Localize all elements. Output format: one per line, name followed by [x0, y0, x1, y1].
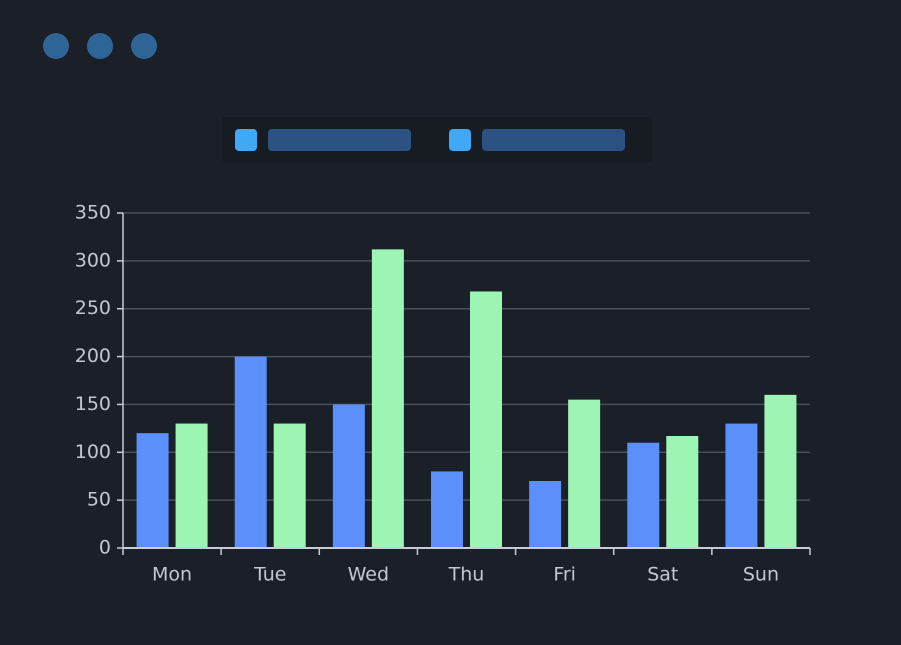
y-tick-label: 200 — [75, 345, 111, 367]
y-tick-label: 300 — [75, 249, 111, 271]
bar — [332, 404, 365, 548]
legend-placeholder — [482, 129, 625, 151]
y-tick-label: 100 — [75, 441, 111, 463]
bar — [666, 436, 699, 548]
bar — [764, 394, 797, 548]
x-tick-label: Sun — [743, 564, 779, 586]
bar — [273, 423, 306, 548]
bar — [725, 423, 758, 548]
legend-swatch — [449, 129, 471, 151]
window-dot — [87, 33, 113, 59]
y-tick-label: 50 — [87, 489, 111, 511]
legend-swatch — [235, 129, 257, 151]
bar — [529, 481, 562, 548]
x-tick-label: Thu — [448, 564, 485, 586]
bar — [470, 291, 502, 548]
x-tick-label: Tue — [253, 564, 286, 586]
bar — [431, 471, 463, 548]
window-dot — [131, 33, 157, 59]
legend-placeholder — [268, 129, 411, 151]
x-tick-label: Fri — [553, 564, 576, 586]
y-tick-label: 150 — [75, 393, 111, 415]
y-tick-label: 350 — [75, 202, 111, 224]
bar — [175, 423, 208, 548]
bar — [234, 356, 267, 548]
bar — [627, 442, 660, 548]
window-dot — [43, 33, 69, 59]
bar — [136, 433, 169, 548]
bar — [568, 399, 601, 548]
x-tick-label: Sat — [647, 564, 678, 586]
y-tick-label: 250 — [75, 297, 111, 319]
y-tick-label: 0 — [99, 537, 111, 559]
x-tick-label: Mon — [152, 564, 192, 586]
bar — [371, 249, 404, 548]
x-tick-label: Wed — [348, 564, 389, 586]
